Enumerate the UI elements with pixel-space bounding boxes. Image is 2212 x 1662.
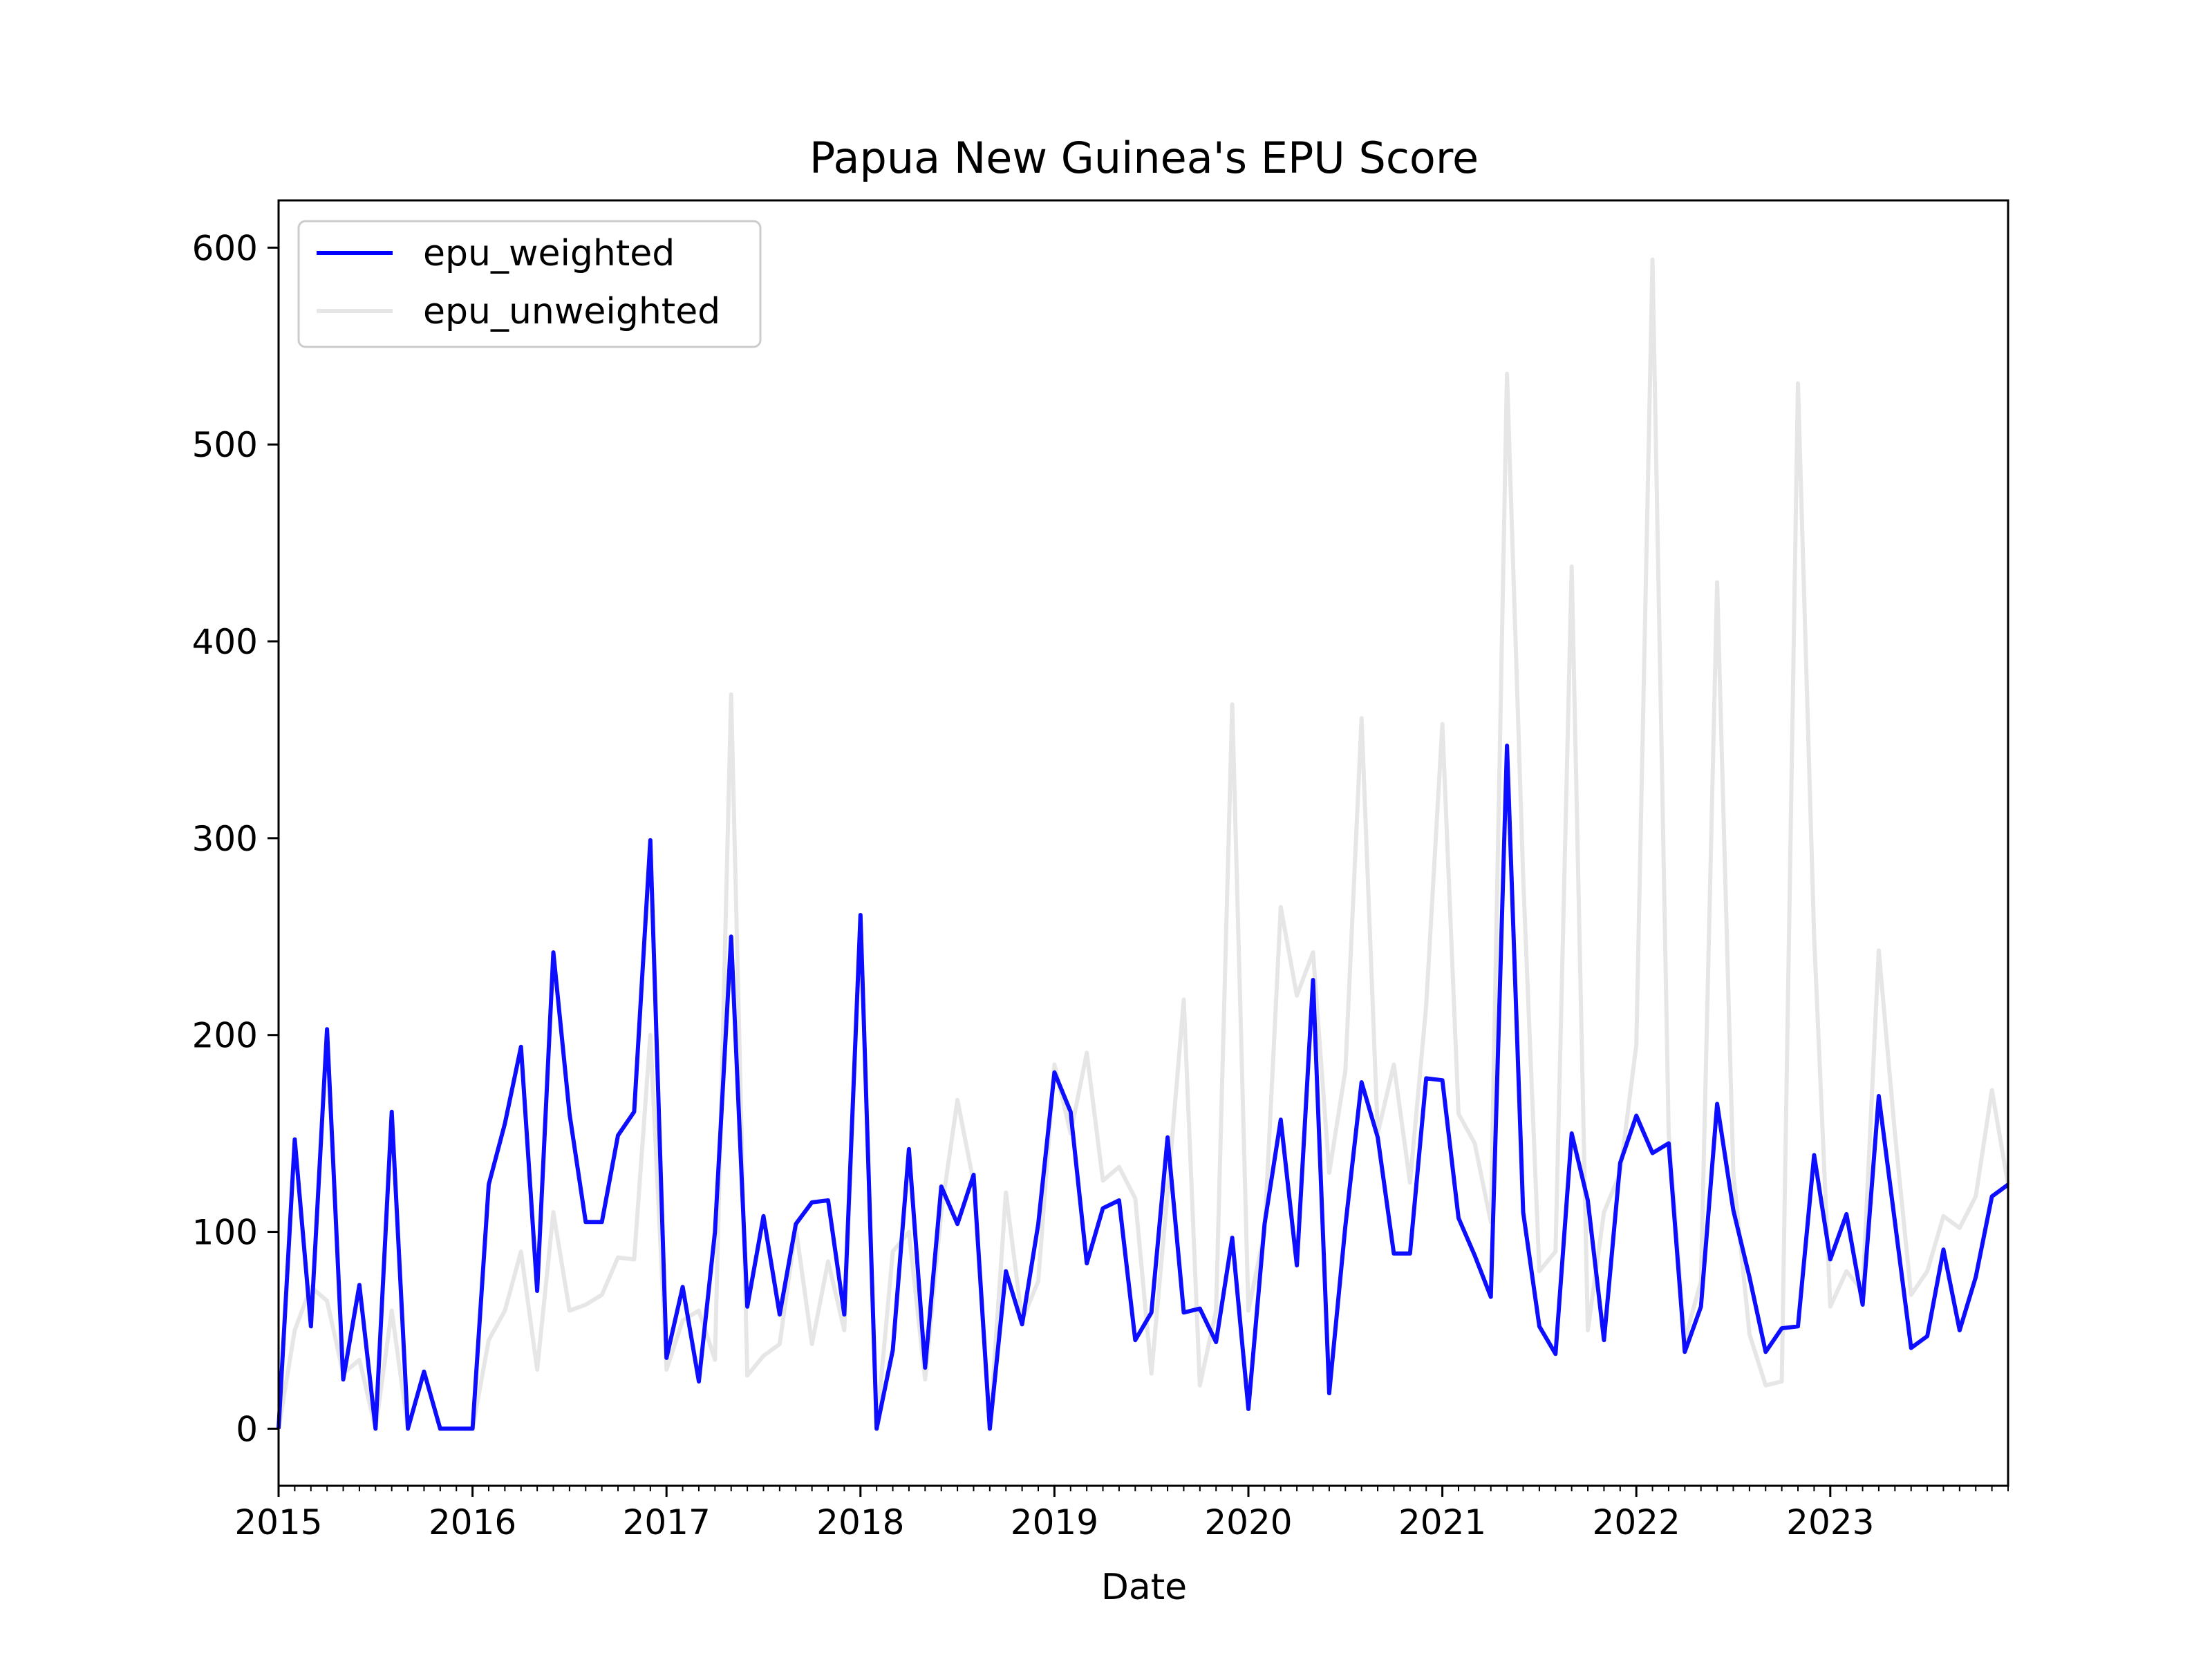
- y-tick-label: 400: [192, 622, 258, 662]
- x-tick-label: 2019: [1011, 1502, 1098, 1542]
- x-tick-label: 2018: [816, 1502, 904, 1542]
- x-tick-label: 2020: [1204, 1502, 1292, 1542]
- y-tick-label: 0: [236, 1409, 258, 1449]
- legend: epu_weighted epu_unweighted: [297, 220, 762, 348]
- y-tick-label: 200: [192, 1016, 258, 1056]
- x-tick-label: 2021: [1398, 1502, 1486, 1542]
- x-tick-label: 2023: [1786, 1502, 1874, 1542]
- y-tick-label: 100: [192, 1213, 258, 1253]
- x-axis-label: Date: [1101, 1567, 1187, 1608]
- y-tick-label: 300: [192, 819, 258, 859]
- legend-label-epu-weighted: epu_weighted: [423, 233, 675, 274]
- x-tick-label: 2017: [623, 1502, 711, 1542]
- legend-box: [297, 220, 762, 348]
- legend-label-epu-unweighted: epu_unweighted: [423, 291, 720, 332]
- y-tick-label: 500: [192, 425, 258, 465]
- x-tick-label: 2016: [429, 1502, 516, 1542]
- chart-title: Papua New Guinea's EPU Score: [809, 133, 1479, 183]
- plot-frame: [277, 199, 2009, 1487]
- series-layer: [276, 257, 2010, 1431]
- y-tick-label: 600: [192, 228, 258, 268]
- x-tick-label: 2022: [1593, 1502, 1680, 1542]
- series-line-epu-weighted: [276, 744, 2009, 1431]
- series-line-epu-unweighted: [276, 257, 2010, 1431]
- x-tick-label: 2015: [234, 1502, 322, 1542]
- axes-layer: 0 100 200 300 400 500 600 2015 2016 2017 2018 2019 2…: [192, 199, 2009, 1542]
